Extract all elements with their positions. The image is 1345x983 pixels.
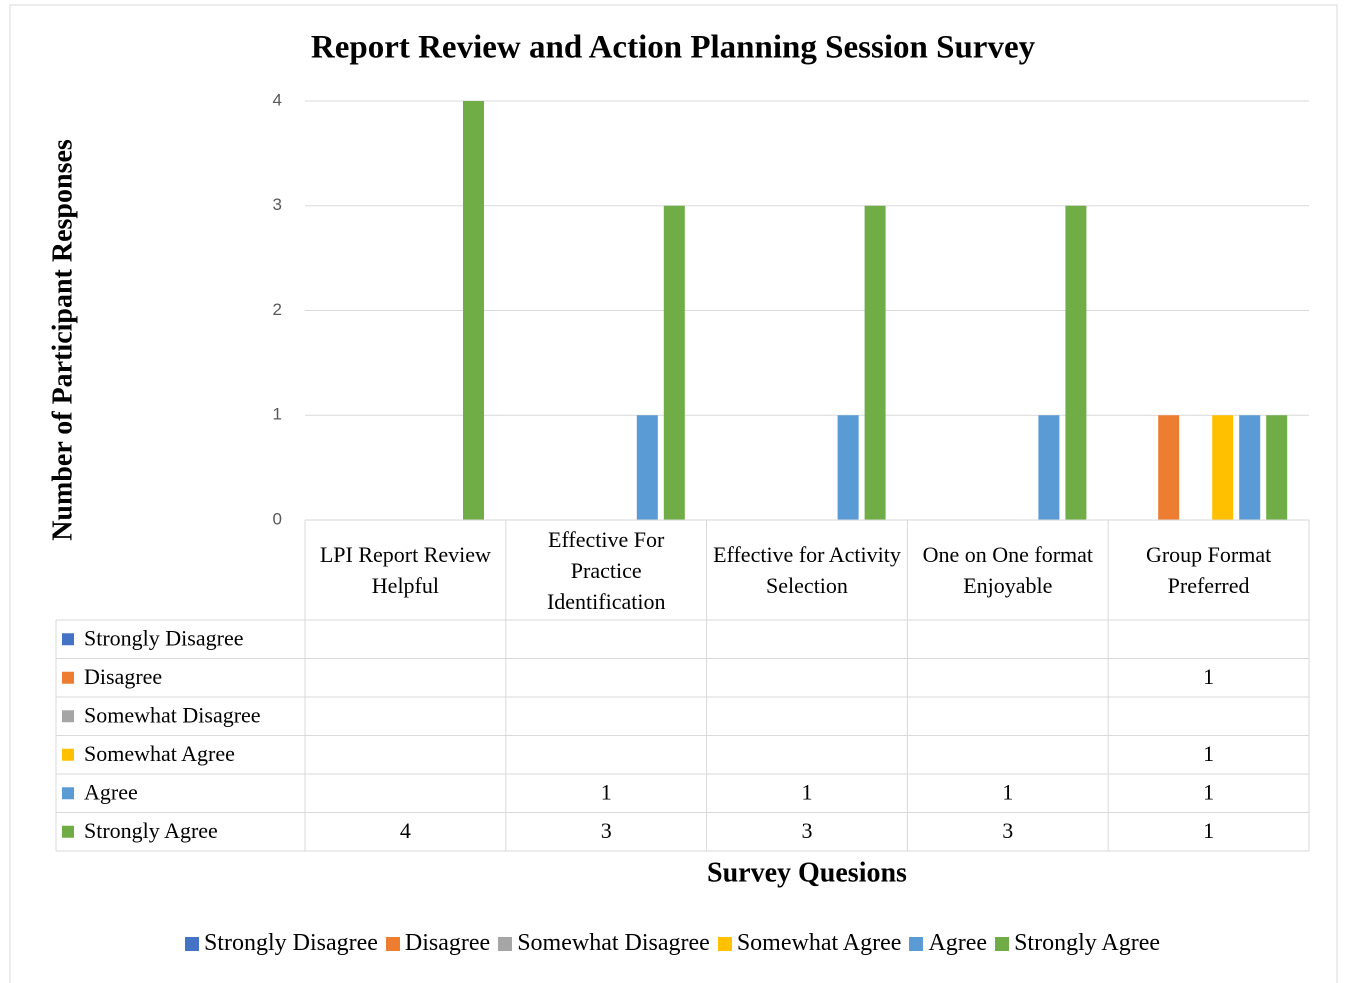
table-row-label: Disagree (84, 664, 162, 689)
legend-swatch (385, 936, 400, 951)
legend-swatch (995, 936, 1010, 951)
table-value: 1 (1203, 818, 1214, 843)
legend-swatch (498, 936, 513, 951)
table-row-label: Somewhat Agree (84, 741, 235, 766)
table-value: 1 (1203, 741, 1214, 766)
frame (9, 4, 1338, 983)
bar (636, 415, 658, 520)
table-row-label: Strongly Disagree (84, 625, 243, 650)
table-row-label: Agree (84, 779, 138, 804)
table-value: 1 (1203, 664, 1214, 689)
y-axis-title: Number of Participant Responses (47, 139, 78, 541)
legend-item: Agree (909, 930, 987, 957)
legend-label: Strongly Agree (1014, 930, 1161, 956)
table-value: 1 (1203, 779, 1214, 804)
legend-swatch (717, 936, 732, 951)
legend-swatch (184, 936, 199, 951)
x-tick-label: One on One format Enjoyable (922, 542, 1094, 598)
table-legend-swatch (62, 633, 74, 646)
table-legend-swatch (62, 710, 74, 723)
x-tick-label: Effective For Practice Identification (546, 526, 666, 614)
bar (1038, 415, 1060, 520)
legend-item: Somewhat Agree (717, 930, 902, 957)
y-tick-label: 0 (273, 509, 282, 528)
y-tick-label: 4 (273, 90, 282, 109)
legend-label: Strongly Disagree (203, 930, 378, 956)
table-value: 3 (1002, 818, 1013, 843)
table-legend-swatch (62, 671, 74, 684)
x-axis-title: Survey Quesions (707, 857, 907, 888)
bar (463, 101, 484, 520)
legend-item: Disagree (385, 930, 491, 957)
legend-label: Somewhat Disagree (517, 930, 710, 956)
legend: Strongly Disagree Disagree Somewhat Disagr… (0, 930, 1345, 957)
table-value: 4 (400, 818, 411, 843)
table-value: 1 (1002, 779, 1013, 804)
legend-label: Disagree (404, 930, 491, 956)
legend-item: Strongly Disagree (184, 930, 378, 957)
bar (864, 205, 886, 520)
table-legend-swatch (62, 748, 74, 761)
table-row-label: Somewhat Disagree (84, 702, 261, 727)
x-tick-label: Effective for Activity Selection (713, 542, 901, 598)
table-row-label: Strongly Agree (84, 818, 218, 843)
table-value: 3 (601, 818, 612, 843)
y-tick-label: 2 (273, 300, 282, 319)
x-tick-label: LPI Report Review Helpful (319, 542, 491, 598)
bar (1065, 205, 1087, 520)
legend-item: Somewhat Disagree (498, 930, 710, 957)
bar (837, 415, 859, 520)
table-value: 1 (802, 779, 813, 804)
table-value: 3 (802, 818, 813, 843)
legend-item: Strongly Agree (995, 930, 1160, 957)
table-value: 1 (601, 779, 612, 804)
bar (1158, 415, 1180, 520)
legend-label: Somewhat Agree (736, 930, 902, 956)
bar (1212, 415, 1234, 520)
table-legend-swatch (62, 825, 74, 838)
x-tick-label: Group Format Preferred (1145, 542, 1272, 598)
bar (663, 205, 685, 520)
legend-label: Agree (928, 930, 988, 956)
chart-title: Report Review and Action Planning Sessio… (311, 30, 1036, 66)
y-tick-label: 3 (273, 195, 282, 214)
table-legend-swatch (62, 787, 74, 800)
legend-swatch (909, 936, 924, 951)
bar (1266, 415, 1288, 520)
bar (1239, 415, 1261, 520)
y-tick-label: 1 (273, 405, 282, 424)
